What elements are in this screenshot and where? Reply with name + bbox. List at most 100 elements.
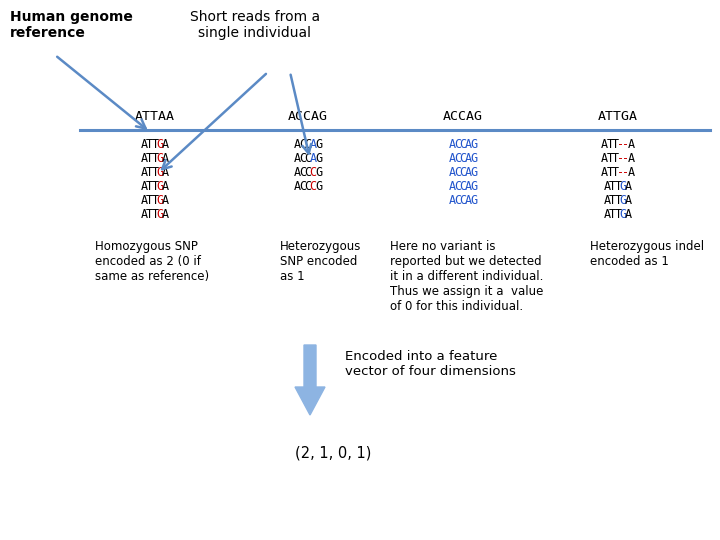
Text: C: C	[454, 152, 462, 165]
Text: C: C	[454, 138, 462, 152]
Text: T: T	[612, 138, 619, 152]
Text: A: A	[601, 138, 608, 152]
Text: G: G	[157, 152, 164, 165]
Text: A: A	[628, 138, 635, 152]
Text: T: T	[146, 208, 153, 221]
Text: A: A	[628, 166, 635, 179]
Text: C: C	[310, 166, 317, 179]
Text: T: T	[151, 152, 158, 165]
Text: A: A	[310, 138, 317, 152]
Text: T: T	[151, 180, 158, 193]
Text: -: -	[622, 166, 629, 179]
Text: A: A	[141, 208, 148, 221]
Text: A: A	[464, 138, 472, 152]
Text: -: -	[617, 166, 624, 179]
Text: C: C	[454, 180, 462, 193]
Text: Heterozygous indel
encoded as 1: Heterozygous indel encoded as 1	[590, 240, 704, 268]
Text: C: C	[300, 166, 306, 179]
Text: A: A	[601, 166, 608, 179]
Text: T: T	[151, 194, 158, 207]
Text: T: T	[612, 166, 619, 179]
Text: A: A	[141, 194, 148, 207]
Text: A: A	[294, 152, 301, 165]
Text: C: C	[459, 152, 467, 165]
Text: C: C	[300, 138, 306, 152]
Text: T: T	[606, 138, 613, 152]
Text: A: A	[604, 208, 611, 221]
Text: A: A	[604, 180, 611, 193]
Text: ACCAG: ACCAG	[443, 110, 483, 123]
Text: G: G	[315, 152, 322, 165]
Text: G: G	[157, 166, 164, 179]
Text: A: A	[294, 138, 301, 152]
Text: A: A	[449, 152, 456, 165]
Text: G: G	[620, 208, 627, 221]
Text: C: C	[305, 180, 312, 193]
Text: A: A	[162, 138, 169, 152]
Text: Here no variant is
reported but we detected
it in a different individual.
Thus w: Here no variant is reported but we detec…	[390, 240, 544, 313]
Text: G: G	[157, 138, 164, 152]
Text: A: A	[464, 180, 472, 193]
Text: A: A	[162, 166, 169, 179]
Text: C: C	[459, 194, 467, 207]
Text: T: T	[614, 208, 621, 221]
Text: A: A	[162, 208, 169, 221]
Text: T: T	[614, 194, 621, 207]
Text: T: T	[151, 166, 158, 179]
Text: T: T	[146, 166, 153, 179]
Text: T: T	[151, 208, 158, 221]
Text: T: T	[609, 180, 616, 193]
Text: A: A	[601, 152, 608, 165]
Text: (2, 1, 0, 1): (2, 1, 0, 1)	[295, 445, 372, 460]
Text: C: C	[305, 138, 312, 152]
Polygon shape	[295, 345, 325, 415]
Text: A: A	[294, 180, 301, 193]
Text: A: A	[449, 194, 456, 207]
Text: -: -	[622, 152, 629, 165]
Text: T: T	[146, 180, 153, 193]
Text: ATTAA: ATTAA	[135, 110, 175, 123]
Text: A: A	[604, 194, 611, 207]
Text: -: -	[617, 152, 624, 165]
Text: C: C	[305, 152, 312, 165]
Text: -: -	[617, 138, 624, 152]
Text: A: A	[464, 166, 472, 179]
Text: T: T	[609, 208, 616, 221]
Text: A: A	[294, 166, 301, 179]
Text: T: T	[614, 180, 621, 193]
Text: Human genome
reference: Human genome reference	[10, 10, 133, 40]
Text: A: A	[162, 152, 169, 165]
Text: A: A	[625, 180, 632, 193]
Text: A: A	[141, 138, 148, 152]
Text: A: A	[464, 152, 472, 165]
Text: T: T	[612, 152, 619, 165]
Text: ATTGA: ATTGA	[598, 110, 638, 123]
Text: T: T	[146, 194, 153, 207]
Text: A: A	[162, 180, 169, 193]
Text: G: G	[315, 138, 322, 152]
Text: G: G	[470, 194, 477, 207]
Text: C: C	[310, 180, 317, 193]
Text: C: C	[300, 180, 306, 193]
Text: A: A	[449, 166, 456, 179]
Text: A: A	[141, 166, 148, 179]
Text: A: A	[449, 138, 456, 152]
Text: A: A	[141, 152, 148, 165]
Text: A: A	[141, 180, 148, 193]
Text: T: T	[609, 194, 616, 207]
Text: ACCAG: ACCAG	[288, 110, 328, 123]
Text: Short reads from a
single individual: Short reads from a single individual	[190, 10, 320, 40]
Text: G: G	[315, 166, 322, 179]
Text: Encoded into a feature
vector of four dimensions: Encoded into a feature vector of four di…	[345, 350, 516, 378]
Text: C: C	[454, 166, 462, 179]
Text: -: -	[622, 138, 629, 152]
Text: G: G	[470, 180, 477, 193]
Text: G: G	[620, 194, 627, 207]
Text: C: C	[300, 152, 306, 165]
Text: A: A	[162, 194, 169, 207]
Text: G: G	[157, 194, 164, 207]
Text: C: C	[459, 180, 467, 193]
Text: T: T	[606, 166, 613, 179]
Text: G: G	[157, 208, 164, 221]
Text: G: G	[470, 138, 477, 152]
